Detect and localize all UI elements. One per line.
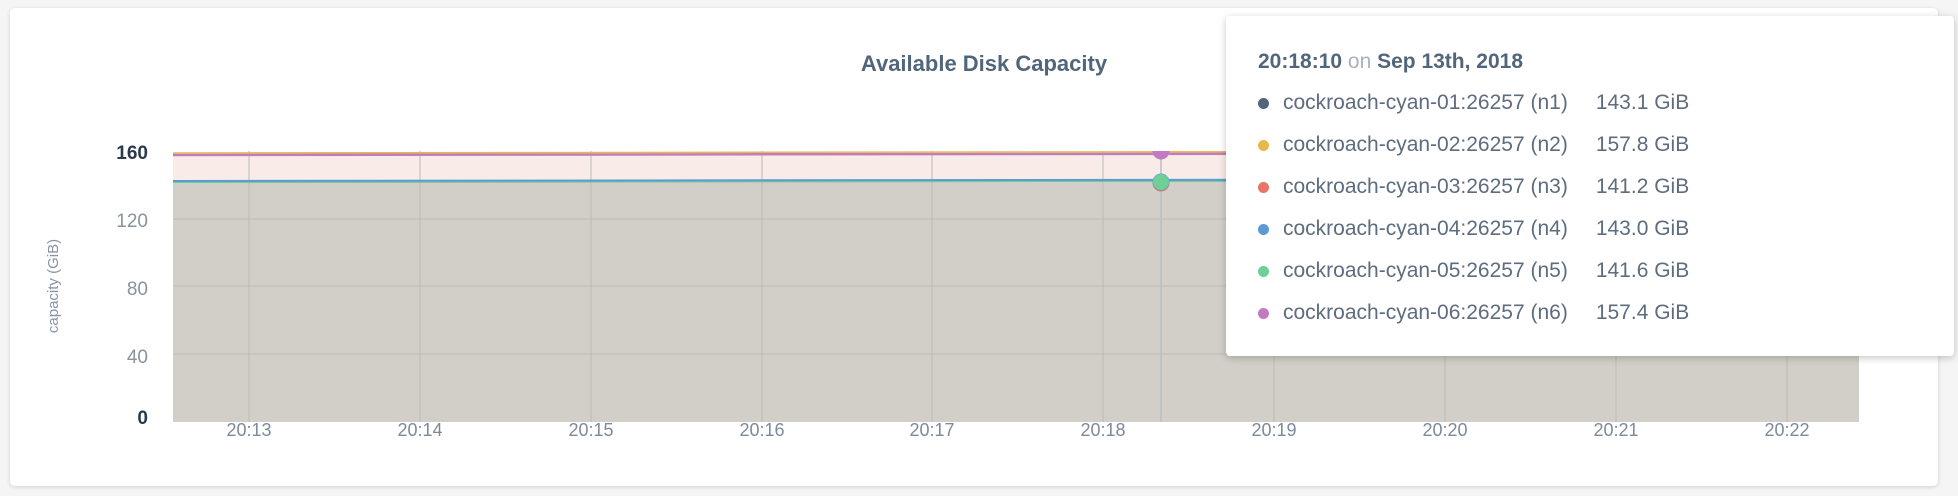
svg-text:capacity (GiB): capacity (GiB) <box>45 239 62 333</box>
svg-text:160: 160 <box>116 143 148 164</box>
svg-text:20:21: 20:21 <box>1593 420 1638 440</box>
svg-text:20:13: 20:13 <box>226 420 271 440</box>
svg-text:20:20: 20:20 <box>1422 420 1467 440</box>
svg-text:80: 80 <box>127 279 148 300</box>
svg-text:120: 120 <box>116 211 148 232</box>
svg-text:20:17: 20:17 <box>909 420 954 440</box>
svg-text:40: 40 <box>127 347 148 368</box>
svg-text:20:22: 20:22 <box>1764 420 1809 440</box>
svg-text:20:19: 20:19 <box>1251 420 1296 440</box>
svg-text:20:15: 20:15 <box>568 420 613 440</box>
svg-text:20:18: 20:18 <box>1080 420 1125 440</box>
svg-text:20:16: 20:16 <box>739 420 784 440</box>
svg-text:20:14: 20:14 <box>397 420 442 440</box>
svg-text:0: 0 <box>137 408 148 429</box>
